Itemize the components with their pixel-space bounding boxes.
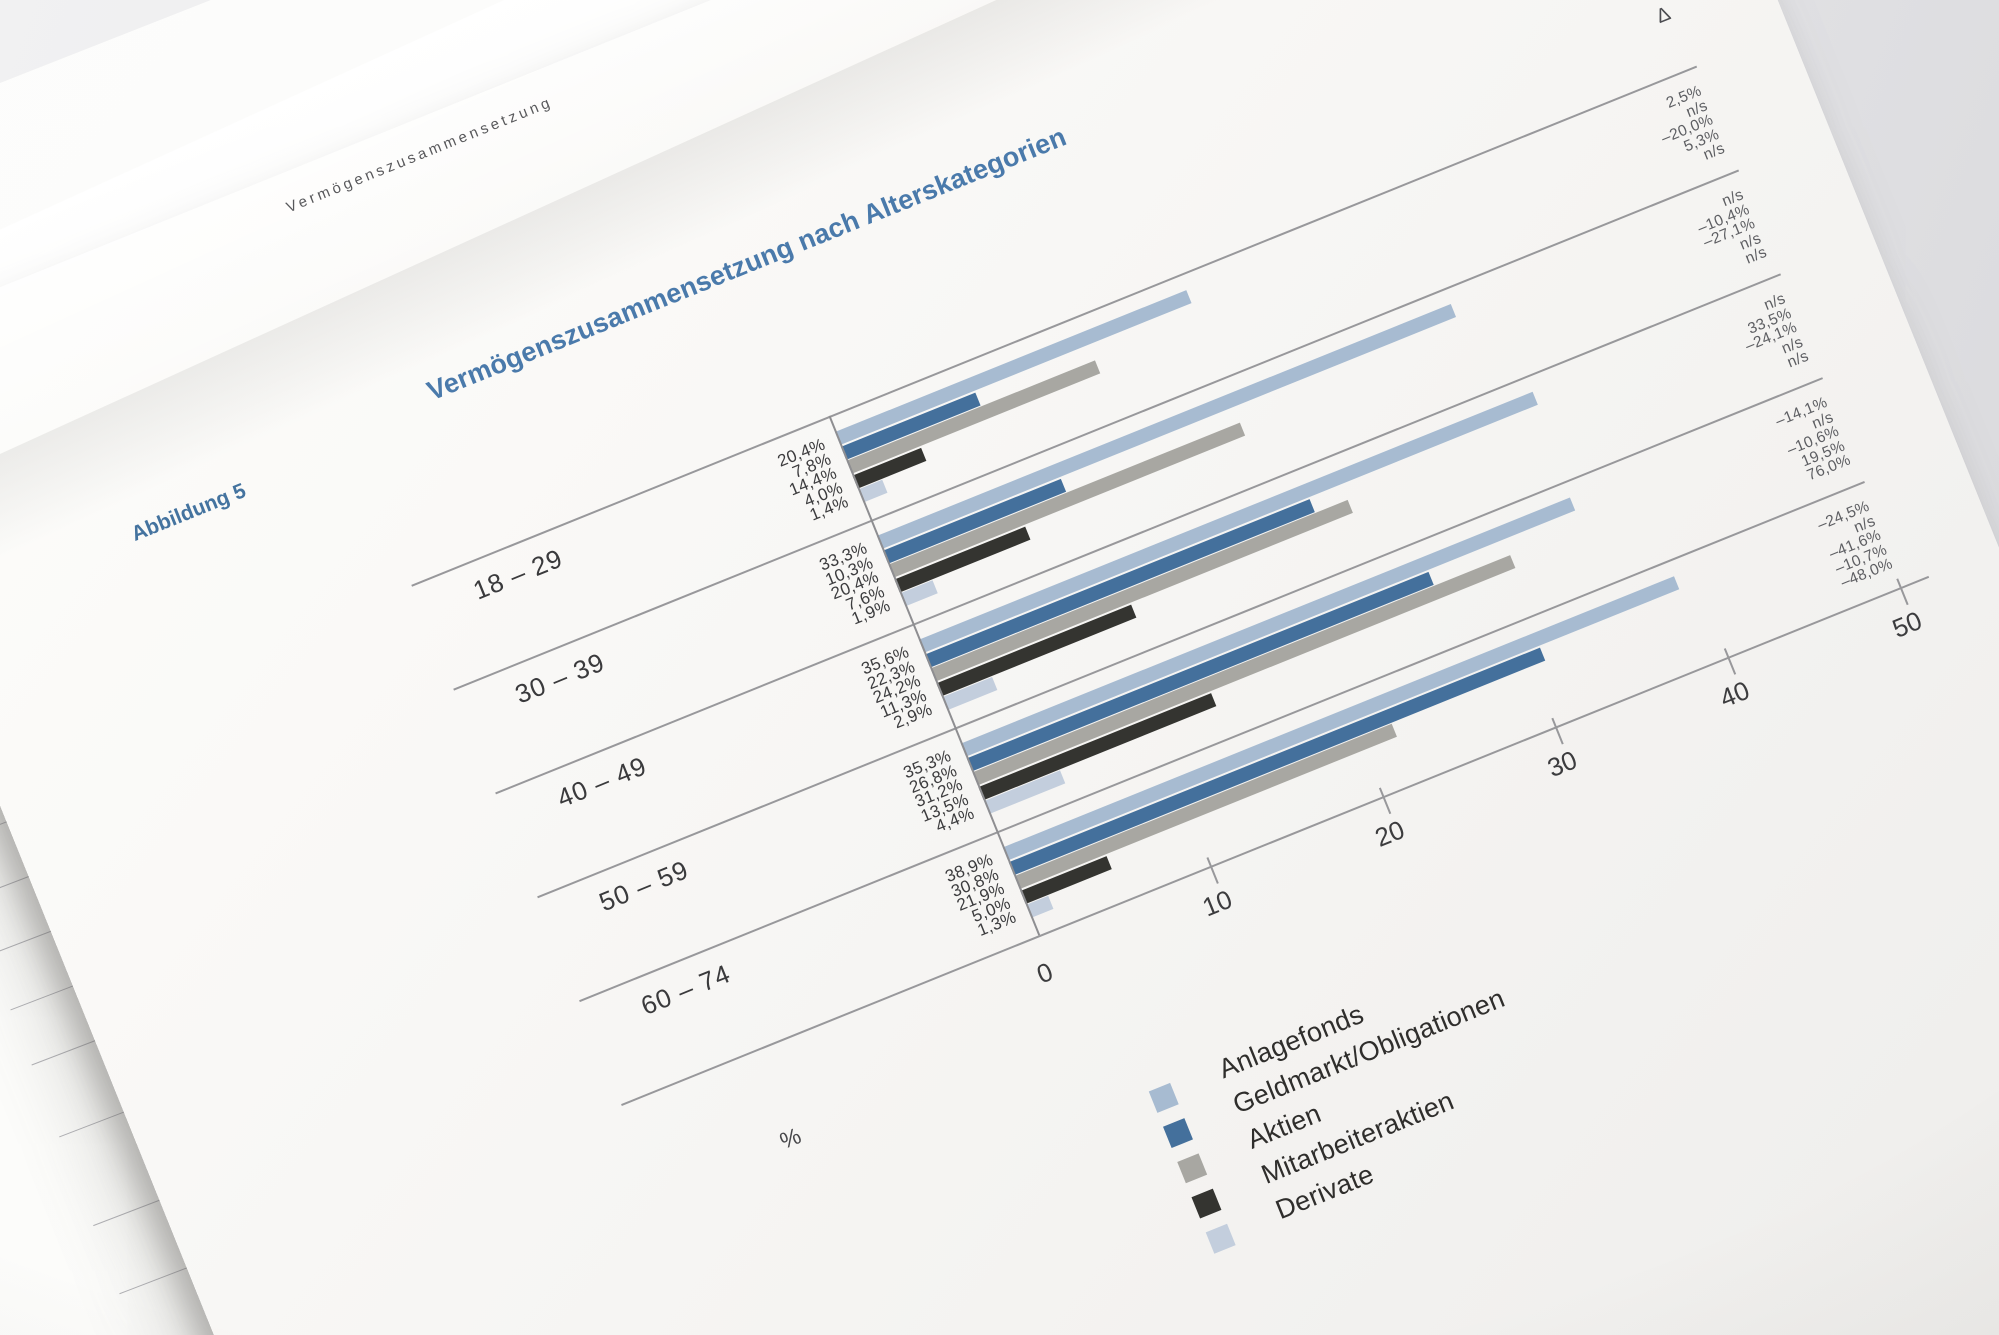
- age-category-label: 50 – 59: [594, 854, 693, 918]
- legend-swatch: [1191, 1188, 1222, 1219]
- legend-swatch: [1163, 1118, 1193, 1149]
- axis-tick-label: 0: [1032, 956, 1058, 990]
- axis-tick: [1206, 857, 1219, 884]
- axis-tick: [1551, 717, 1564, 745]
- axis-tick: [1896, 578, 1909, 606]
- age-category-label: 60 – 74: [636, 958, 735, 1021]
- legend-swatch: [1177, 1153, 1208, 1184]
- axis-unit-label: %: [776, 1122, 805, 1155]
- age-category-label: 40 – 49: [552, 750, 651, 814]
- delta-column-header: Δ: [1653, 2, 1674, 29]
- axis-tick: [1378, 787, 1392, 815]
- age-category-label: 30 – 39: [510, 646, 609, 710]
- legend-swatch: [1205, 1223, 1236, 1254]
- legend-swatch: [1148, 1082, 1179, 1113]
- bar: [834, 289, 1192, 446]
- axis-tick: [1723, 648, 1737, 675]
- age-category-label: 18 – 29: [468, 542, 567, 606]
